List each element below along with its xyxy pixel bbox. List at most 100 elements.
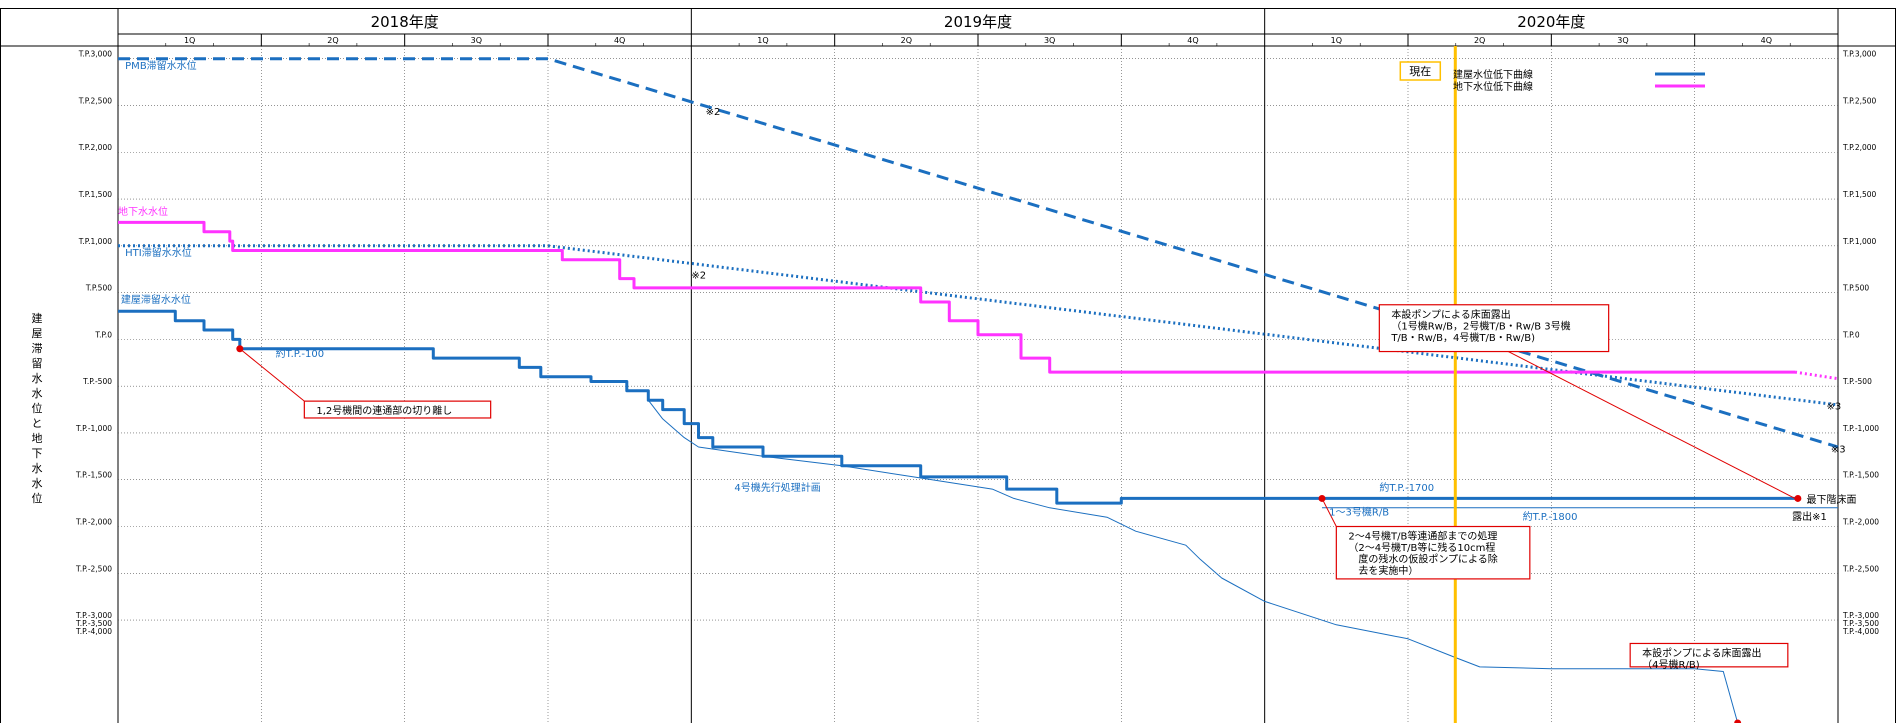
y-tick-label-left: T.P.-500 xyxy=(82,377,112,386)
series-label: HTI滞留水水位 xyxy=(125,246,192,259)
callout-text: 去を実施中） xyxy=(1348,564,1418,577)
series-label: PMB滞留水水位 xyxy=(125,59,197,72)
quarter-label: 4Q xyxy=(1187,36,1198,45)
series-label: 4号機先行処理計画 xyxy=(734,481,820,494)
callout-text: （4号機R/B) xyxy=(1642,658,1700,671)
series-label: 約T.P.-1800 xyxy=(1523,510,1578,523)
series-label: ※2 xyxy=(706,107,721,118)
y-tick-label-left: T.P.500 xyxy=(85,284,112,293)
event-marker xyxy=(236,345,244,353)
series-label: ※3 xyxy=(1827,402,1842,413)
y-axis-title-char: 水 xyxy=(32,477,43,490)
y-tick-label-right: T.P.-2,000 xyxy=(1842,518,1879,527)
series-label: ※3 xyxy=(1831,445,1846,456)
y-tick-label-right: T.P.-1,000 xyxy=(1842,424,1879,433)
y-tick-label-right: T.P.1,500 xyxy=(1842,190,1877,199)
series-label: 露出※1 xyxy=(1792,510,1827,523)
callout-box xyxy=(1629,642,1789,668)
y-tick-label-left: T.P.1,500 xyxy=(78,190,113,199)
y-tick-label-right: T.P.1,000 xyxy=(1842,237,1877,246)
callout-text: 度の残水の仮設ポンプによる除 xyxy=(1348,553,1497,566)
series-label: 建屋滞留水水位 xyxy=(121,293,191,306)
chart-series xyxy=(118,57,1839,723)
series-label: 約T.P.-1700 xyxy=(1379,481,1434,494)
callout-text: （2〜4号機T/B等に残る10cm程 xyxy=(1348,541,1495,554)
event-marker xyxy=(1734,719,1742,723)
callout-box xyxy=(303,400,492,419)
y-tick-label-left: T.P.3,000 xyxy=(78,50,113,59)
y-axis: T.P.3,000 T.P.3,000 T.P.2,500 T.P.2,500 T.P.… xyxy=(32,50,1880,636)
callout-box xyxy=(1335,525,1531,580)
current-label-box xyxy=(1399,61,1442,81)
callout-box xyxy=(1378,304,1610,353)
series-label: ※2 xyxy=(691,271,706,282)
y-tick-label-left: T.P.-2,000 xyxy=(75,518,112,527)
quarter-label: 2Q xyxy=(1474,36,1485,45)
y-tick-label-left: T.P.2,500 xyxy=(78,96,113,105)
callouts: 1,2号機間の連通部の切り離し本設ポンプによる床面露出（1号機Rw/B，2号機T… xyxy=(239,304,1796,671)
y-axis-title-char: 滞 xyxy=(32,342,43,355)
y-tick-label-right: T.P.-2,500 xyxy=(1842,564,1879,573)
quarter-label: 1Q xyxy=(1331,36,1342,45)
series-label: 地下水水位 xyxy=(118,205,168,218)
y-tick-label-left: T.P.1,000 xyxy=(78,237,113,246)
y-tick-label-right: T.P.3,000 xyxy=(1842,50,1877,59)
chart-frame xyxy=(0,8,1896,723)
y-tick-label-right: T.P.-500 xyxy=(1842,377,1872,386)
y-axis-title-char: 下 xyxy=(32,447,43,460)
y-tick-label-right: T.P.-1,500 xyxy=(1842,471,1879,480)
callout-text: 2〜4号機T/B等連通部までの処理 xyxy=(1348,530,1497,543)
y-tick-label-left: T.P.0 xyxy=(94,330,112,339)
y-tick-label-right: T.P.2,000 xyxy=(1842,143,1877,152)
y-axis-title-char: 留 xyxy=(32,357,43,370)
callout-text: 本設ポンプによる床面露出 xyxy=(1642,646,1761,659)
callout-leader xyxy=(1321,498,1337,527)
event-markers xyxy=(236,345,1802,723)
y-tick-label-left: T.P.-4,000 xyxy=(75,627,112,636)
y-axis-title-char: 水 xyxy=(32,387,43,400)
series-label: 最下階床面 xyxy=(1806,493,1856,506)
outer-border xyxy=(0,8,1896,723)
y-tick-label-left: T.P.-1,000 xyxy=(75,424,112,433)
callout-text: 1,2号機間の連通部の切り離し xyxy=(316,404,452,417)
y-axis-title-char: 建 xyxy=(32,311,43,325)
y-tick-label-right: T.P.-4,000 xyxy=(1842,627,1879,636)
callout-leader xyxy=(239,348,305,402)
callout-text: T/B・Rw/B，4号機T/B・Rw/B) xyxy=(1390,331,1535,344)
legend-label: 建屋水位低下曲線 xyxy=(1453,68,1533,81)
series-line xyxy=(118,220,1795,374)
year-label: 2019年度 xyxy=(944,13,1012,31)
y-axis-title-char: 位 xyxy=(32,401,43,415)
quarter-label: 2Q xyxy=(327,36,338,45)
y-tick-label-right: T.P.500 xyxy=(1842,284,1869,293)
y-tick-label-left: T.P.-3,500 xyxy=(75,619,112,628)
quarter-label: 2Q xyxy=(901,36,912,45)
y-tick-label-left: T.P.-2,500 xyxy=(75,564,112,573)
event-marker xyxy=(1794,494,1802,502)
chart-grid xyxy=(118,46,1838,723)
quarter-label: 1Q xyxy=(757,36,768,45)
callout-leader xyxy=(1508,351,1796,499)
y-axis-title-char: 位 xyxy=(32,491,43,505)
y-tick-label-right: T.P.-3,500 xyxy=(1842,619,1879,628)
quarter-label: 3Q xyxy=(1044,36,1055,45)
y-axis-title-char: 水 xyxy=(32,462,43,475)
quarter-label: 1Q xyxy=(184,36,195,45)
current-marker: 現在 xyxy=(1399,46,1457,723)
year-label: 2018年度 xyxy=(371,13,439,31)
quarter-label: 3Q xyxy=(1617,36,1628,45)
y-axis-title-char: 水 xyxy=(32,372,43,385)
event-marker xyxy=(1318,494,1326,502)
y-tick-label-right: T.P.-3,000 xyxy=(1842,611,1879,620)
series-line xyxy=(118,309,1795,505)
y-tick-label-left: T.P.2,000 xyxy=(78,143,113,152)
callout-text: 本設ポンプによる床面露出 xyxy=(1391,308,1510,321)
y-tick-label-right: T.P.0 xyxy=(1842,330,1860,339)
quarter-label: 3Q xyxy=(471,36,482,45)
fiscal-year-header: 2018年度 2019年度 2020年度 1Q 2Q 3Q 4Q 1Q 2Q 3Q 4Q 1Q 2Q 3Q… xyxy=(165,8,1791,723)
y-tick-label-left: T.P.-3,000 xyxy=(75,611,112,620)
y-axis-title-char: 地 xyxy=(32,432,43,445)
